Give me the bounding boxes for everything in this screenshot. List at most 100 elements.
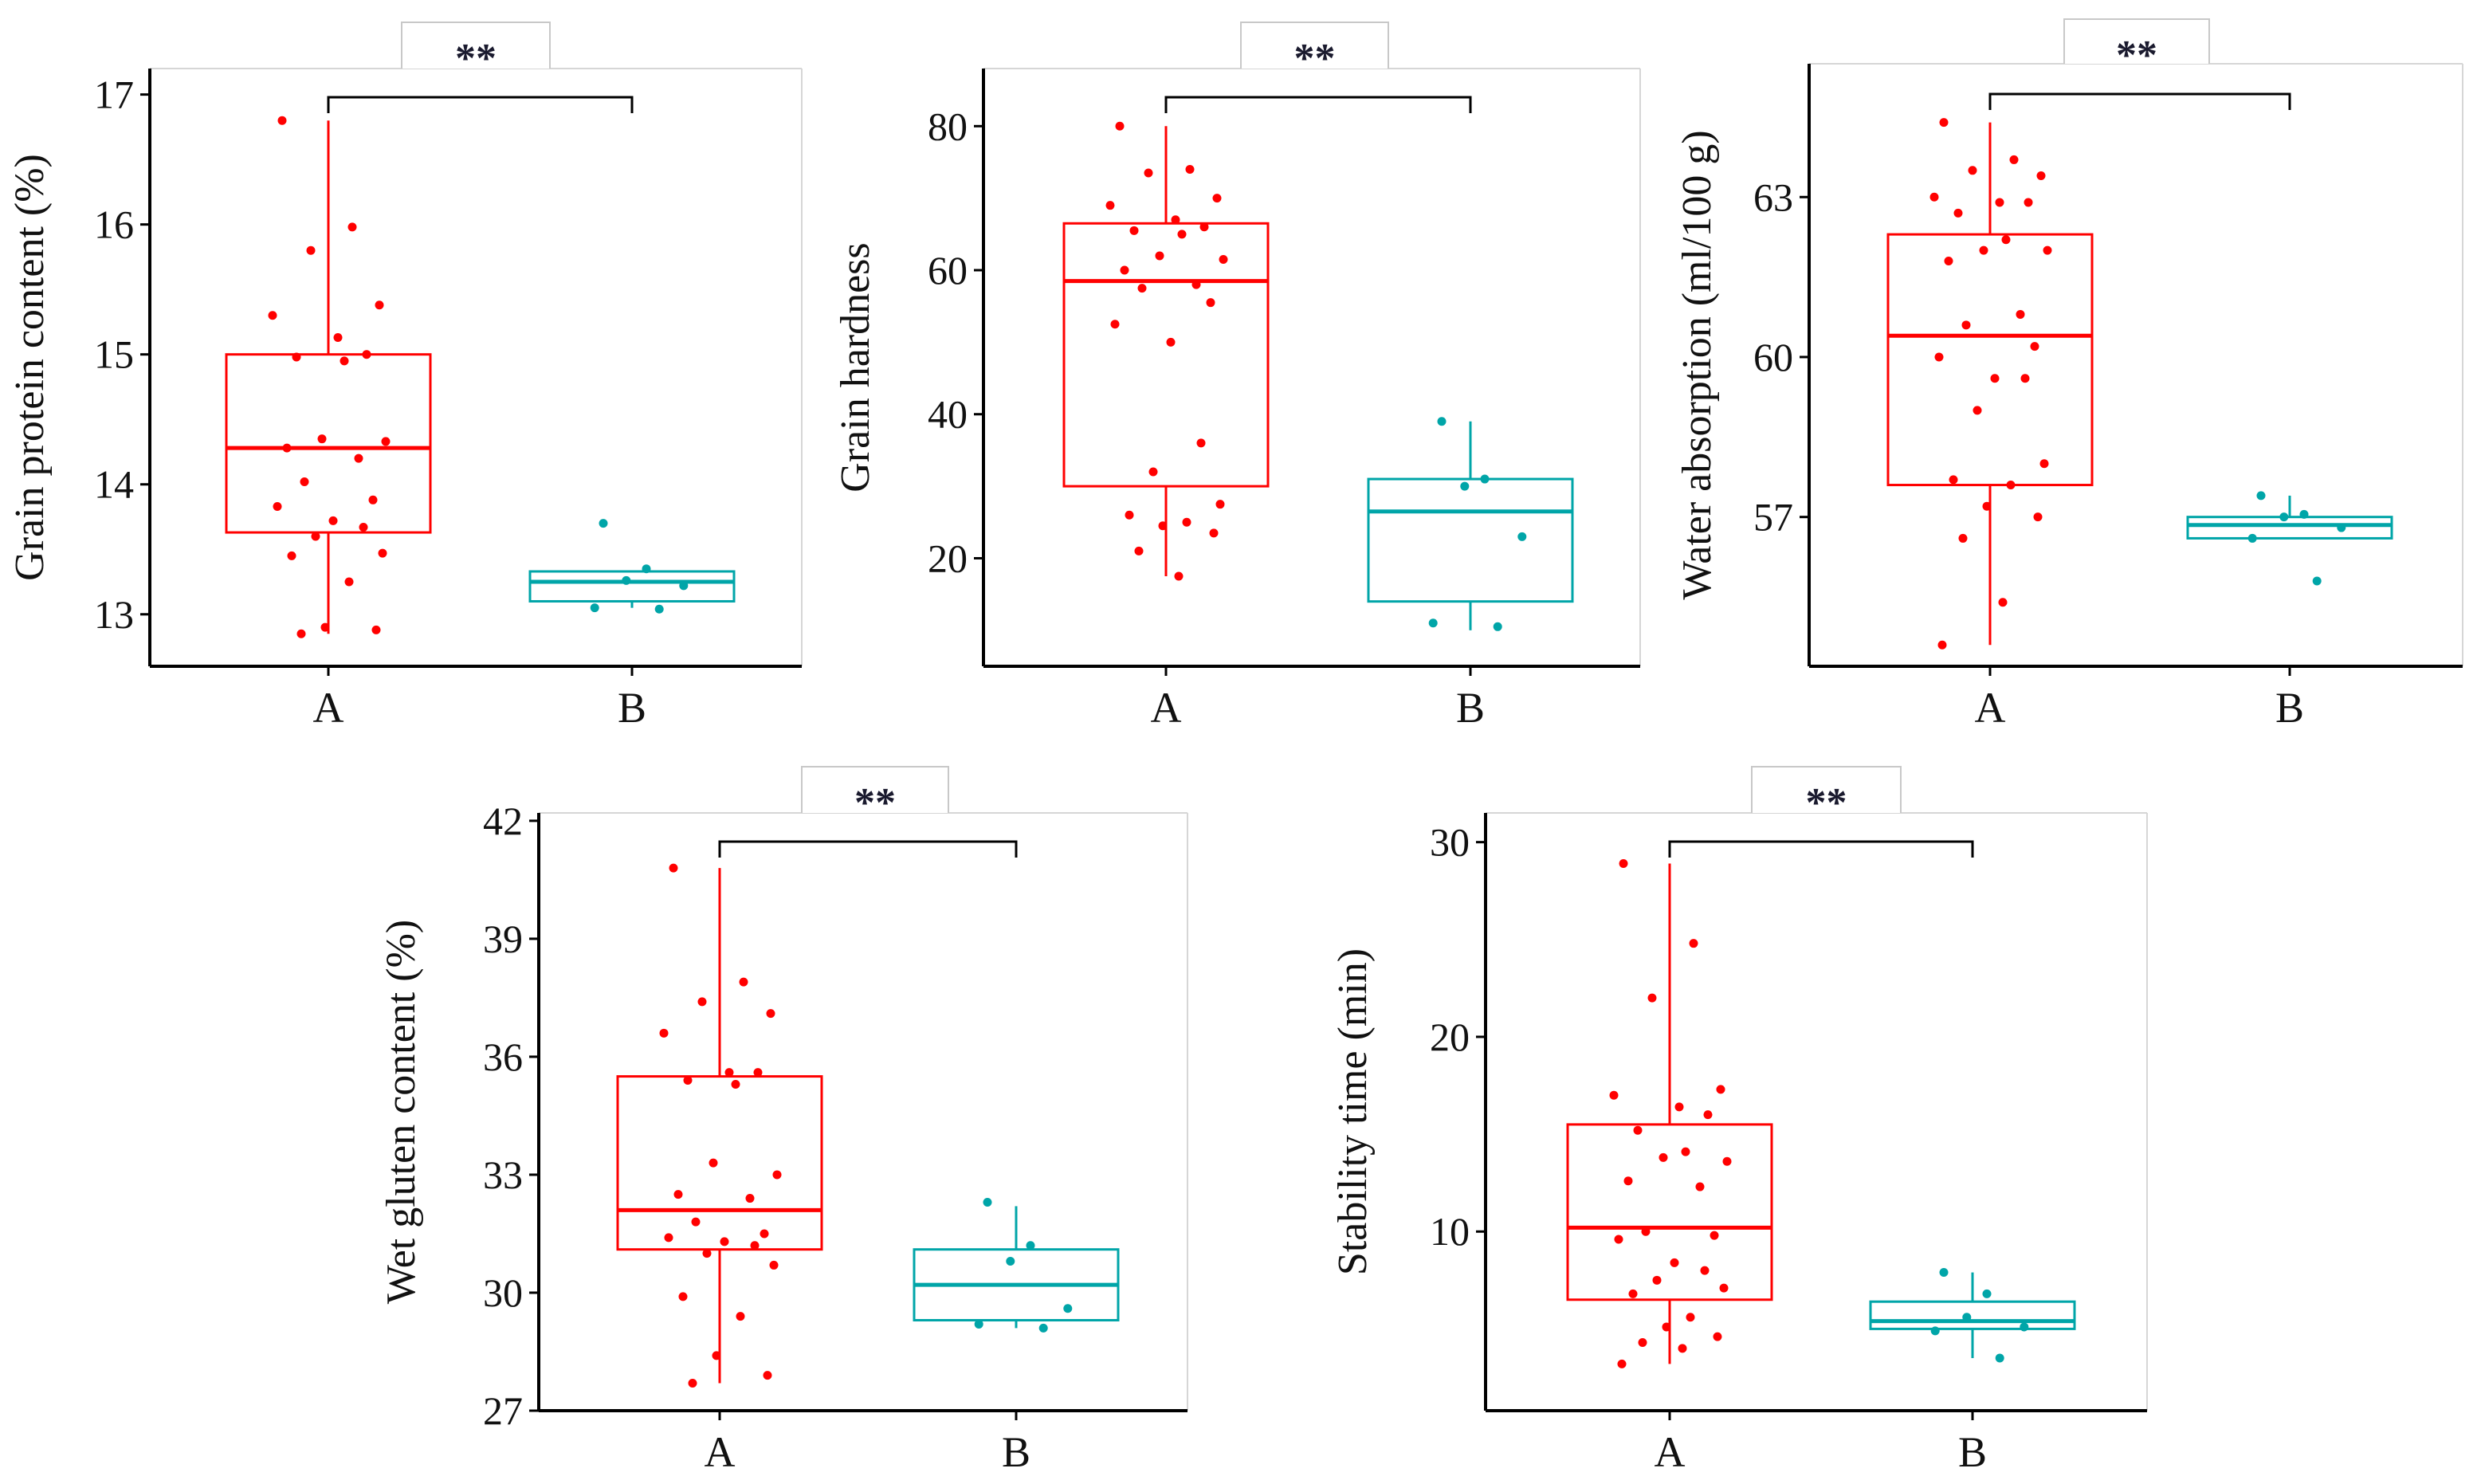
data-point [1063, 1304, 1073, 1313]
data-point [1659, 1152, 1668, 1162]
y-tick-label: 20 [928, 536, 968, 580]
data-point [1437, 417, 1447, 426]
data-point [1961, 320, 1971, 330]
data-point [2312, 576, 2322, 586]
data-point [709, 1158, 718, 1168]
data-point [1148, 467, 1158, 477]
data-point [1934, 352, 1944, 362]
data-point [1719, 1283, 1729, 1293]
data-point [753, 1068, 763, 1078]
data-point [739, 977, 748, 987]
data-point [1125, 510, 1134, 520]
data-point [2043, 245, 2052, 255]
data-point [1703, 1110, 1713, 1120]
data-point [1937, 640, 1947, 650]
y-tick-label: 30 [1430, 820, 1470, 865]
data-point [2030, 342, 2039, 351]
data-point [300, 477, 309, 486]
data-point [1995, 1353, 2004, 1363]
data-point [679, 581, 689, 591]
significance-bracket [1988, 92, 2291, 110]
y-tick-label: 60 [928, 248, 968, 292]
data-point [375, 300, 384, 310]
data-point [1681, 1147, 1690, 1156]
data-point [1480, 474, 1490, 484]
data-point [1930, 1326, 1940, 1336]
data-point [2337, 523, 2346, 532]
data-point [1633, 1125, 1643, 1135]
data-point [1982, 501, 1992, 511]
x-tick-label: A [705, 1428, 736, 1476]
data-point [745, 1194, 755, 1203]
chart-panel-1: ** 13 14 15 16 17 Grain protein content (%) A B [7, 22, 803, 732]
data-point [983, 1197, 992, 1207]
significance-label: ** [2116, 33, 2157, 78]
data-point [766, 1009, 775, 1019]
chart-panel-3: ** 57 60 63 Water absorption (ml/100 g) A B [1674, 18, 2463, 732]
data-point [691, 1217, 701, 1227]
data-point [1982, 1289, 1992, 1298]
significance-tab [1240, 22, 1389, 69]
data-point [622, 575, 631, 585]
data-point [736, 1312, 745, 1321]
y-tick-label: 10 [1430, 1209, 1470, 1254]
data-point [669, 863, 678, 873]
y-tick-label: 63 [1753, 175, 1793, 219]
significance-label: ** [1294, 36, 1336, 81]
data-point [712, 1351, 721, 1360]
data-point [1662, 1322, 1671, 1332]
data-point [1614, 1235, 1623, 1244]
box-group-B [2186, 491, 2393, 586]
data-point [1144, 168, 1153, 178]
data-point [1962, 1313, 1972, 1322]
y-tick-label: 14 [94, 462, 134, 507]
data-point [381, 437, 391, 446]
data-point [282, 443, 292, 453]
data-point [1953, 208, 1963, 218]
y-axis-label: Water absorption (ml/100 g) [1674, 130, 1720, 599]
data-point [750, 1241, 760, 1250]
data-point [642, 564, 651, 574]
data-point [287, 551, 296, 560]
data-point [1110, 320, 1120, 329]
data-point [1460, 481, 1470, 491]
x-tick-label: A [1151, 684, 1182, 732]
data-point [1115, 121, 1125, 131]
box-iqr [1062, 222, 1270, 488]
x-tick-label: A [1975, 684, 2006, 732]
chart-panel-2: ** 20 40 60 80 Grain hardness A B [833, 22, 1641, 732]
y-tick-label: 27 [483, 1388, 523, 1433]
data-point [1493, 622, 1502, 631]
chart-panel-4: ** 27 30 33 36 39 42 Wet gluten content (%) A B [379, 766, 1188, 1476]
data-point [1939, 118, 1949, 128]
data-point [2299, 509, 2309, 519]
data-point [2024, 198, 2033, 207]
y-axis-label: Grain hardness [833, 242, 878, 492]
y-tick-label: 57 [1753, 495, 1793, 540]
data-point [2016, 309, 2025, 319]
data-point [760, 1229, 769, 1239]
data-point [1929, 192, 1939, 202]
y-axis-label: Wet gluten content (%) [379, 920, 424, 1304]
box-group-A [1566, 859, 1773, 1368]
data-point [1995, 198, 2004, 207]
y-tick-label: 13 [94, 592, 134, 637]
data-point [702, 1249, 712, 1258]
data-point [974, 1319, 983, 1329]
y-tick-label: 42 [483, 799, 523, 843]
data-point [1182, 517, 1191, 527]
y-tick-label: 36 [483, 1034, 523, 1079]
data-point [2020, 1322, 2029, 1332]
y-tick-label: 80 [928, 104, 968, 148]
x-tick-label: B [618, 684, 646, 732]
data-point [1695, 1182, 1705, 1192]
data-point [306, 245, 316, 255]
data-point [590, 603, 599, 613]
data-point [333, 333, 343, 342]
box-group-A [1886, 118, 2094, 650]
significance-label: ** [1806, 780, 1847, 826]
data-point [347, 222, 357, 232]
x-tick-label: B [1456, 684, 1485, 732]
data-point [328, 516, 338, 525]
y-tick-label: 20 [1430, 1015, 1470, 1059]
